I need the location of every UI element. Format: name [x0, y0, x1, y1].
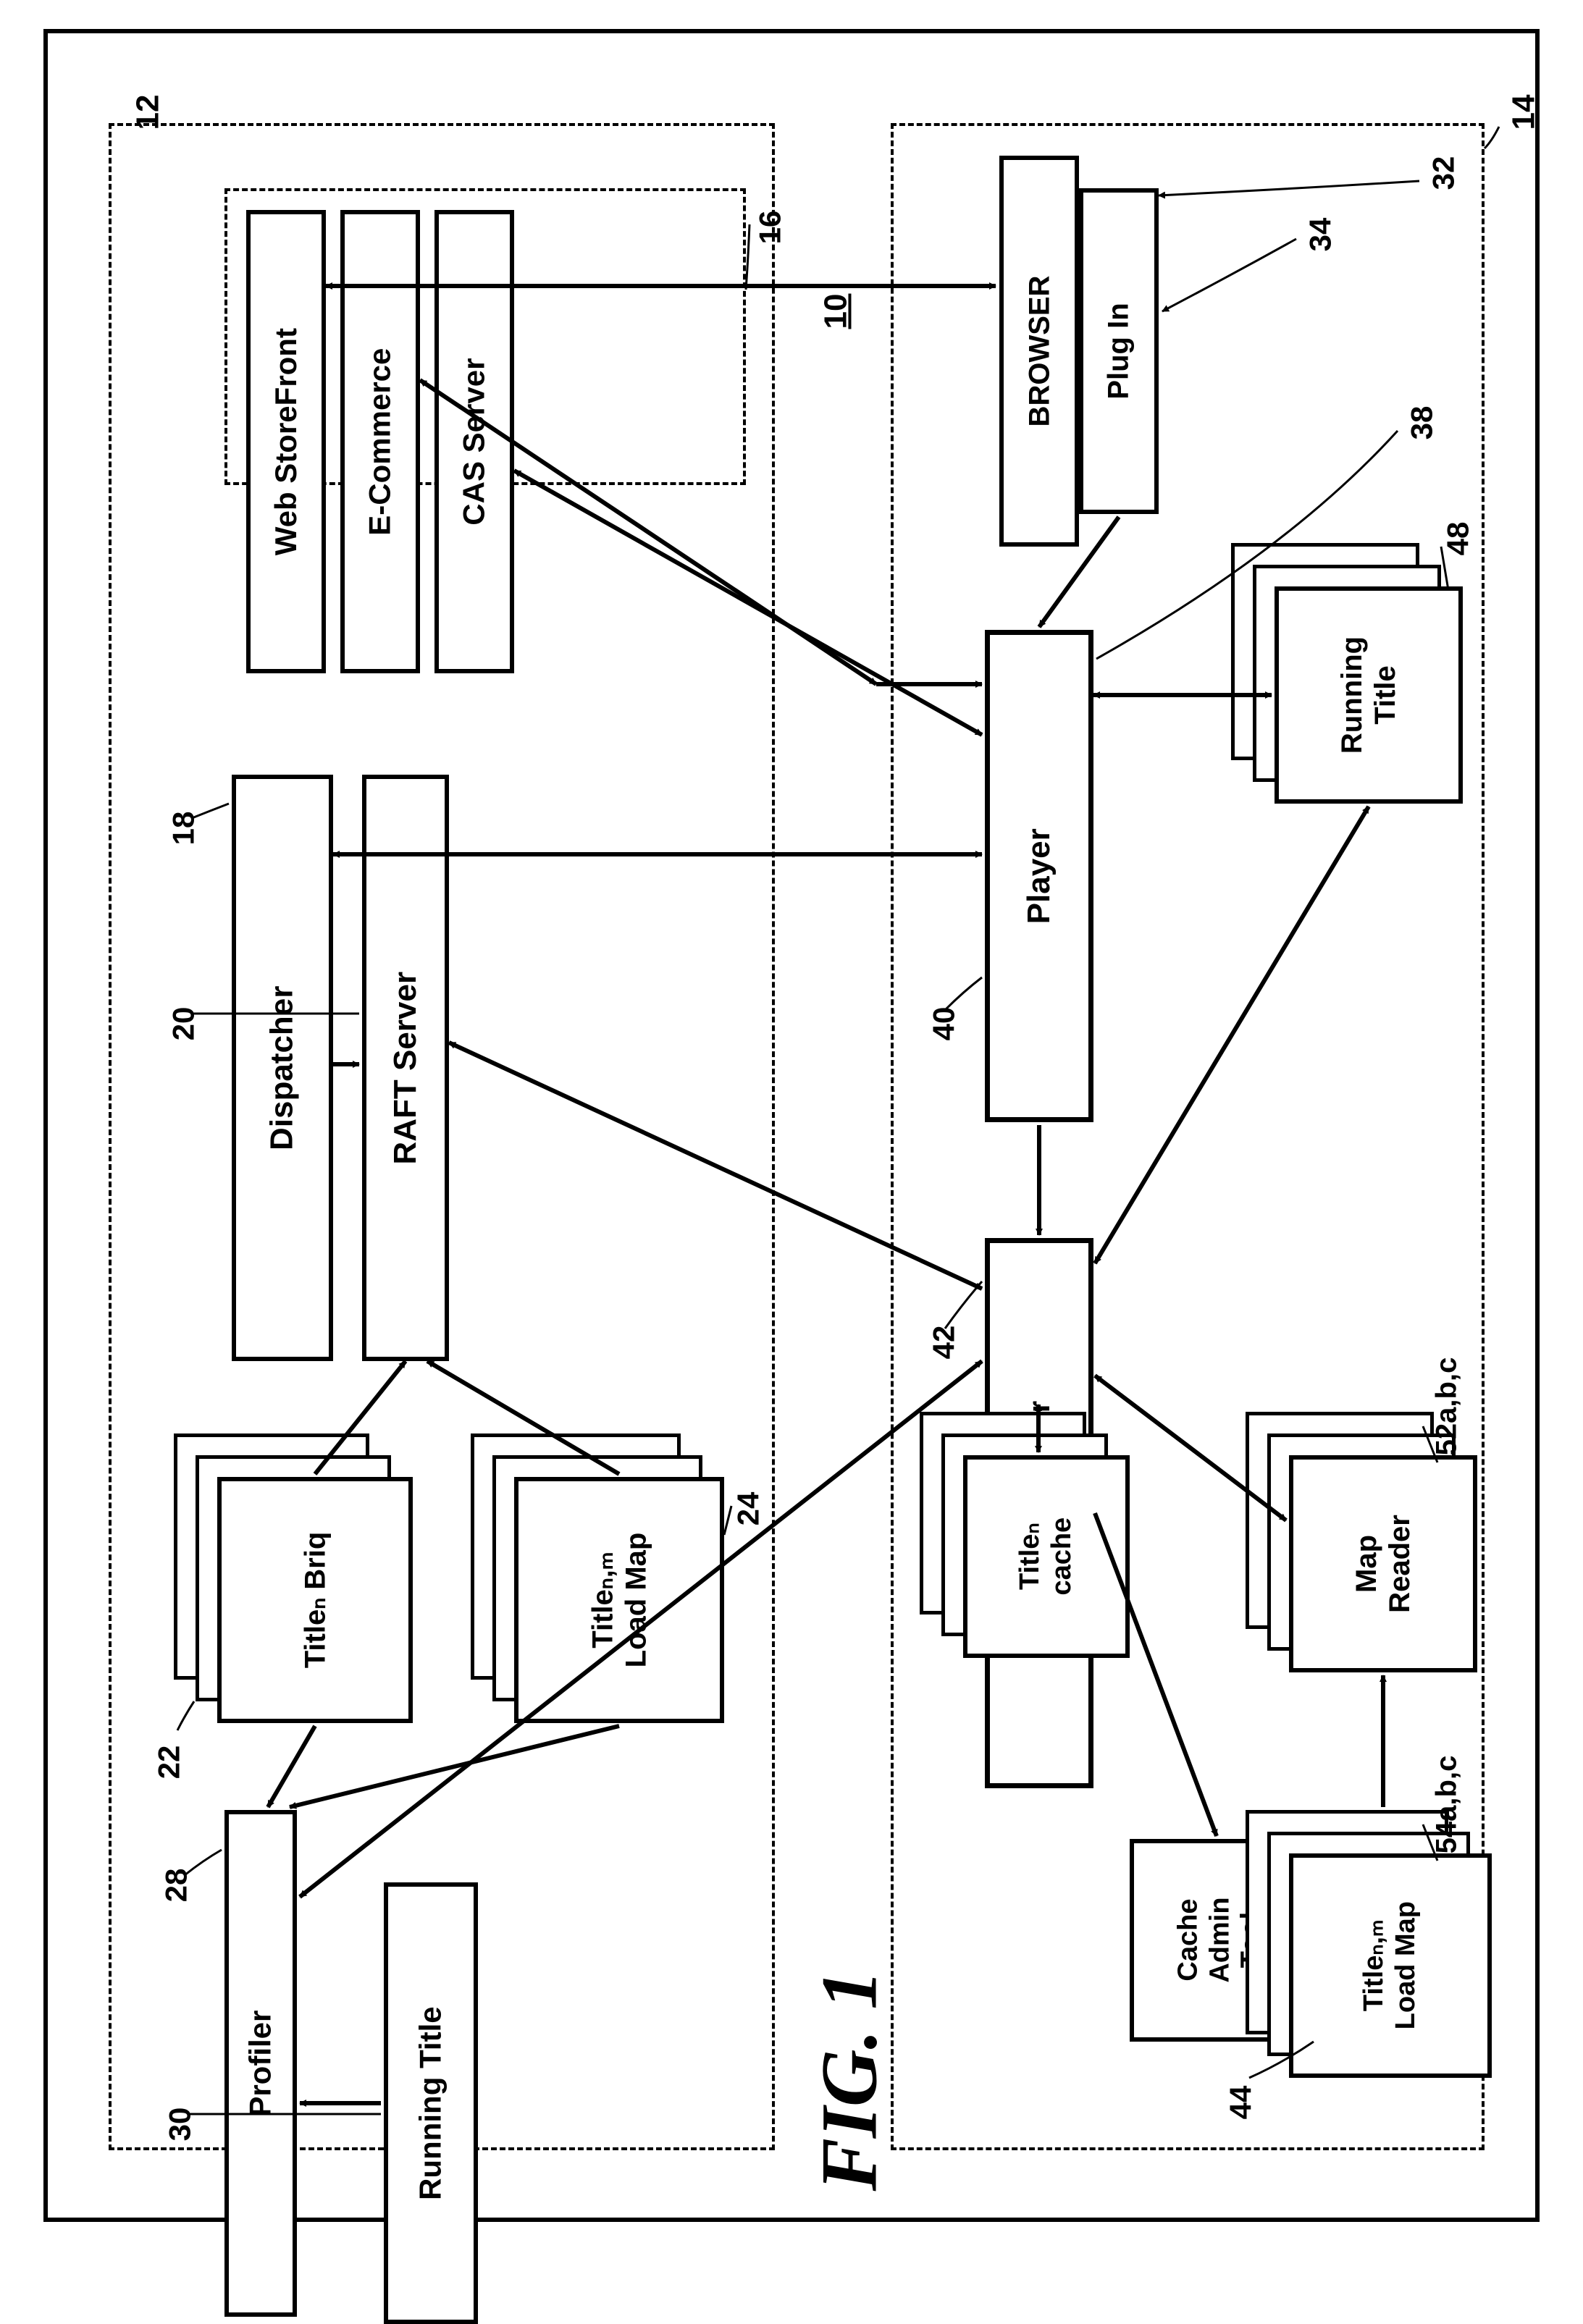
- profiler-box: Profiler: [224, 1810, 297, 2317]
- player-label: Player: [1021, 828, 1058, 924]
- web-storefront-box: Web StoreFront: [246, 210, 326, 673]
- figure-label: FIG. 1: [803, 1970, 895, 2192]
- ref-38: 38: [1404, 406, 1439, 440]
- ref-32: 32: [1426, 156, 1461, 190]
- ref-18: 18: [166, 812, 201, 846]
- title-cache-label: Titleₙ cache: [1015, 1517, 1078, 1596]
- running-title-server-label: Running Title: [413, 2006, 448, 2200]
- outer-frame-left: [43, 29, 58, 2222]
- raft-server-box: RAFT Server: [362, 775, 449, 1361]
- dispatcher-label: Dispatcher: [264, 985, 301, 1150]
- ref-14: 14: [1506, 95, 1542, 130]
- browser-box: BROWSER: [999, 156, 1079, 547]
- ecommerce-label: E-Commerce: [363, 348, 398, 535]
- web-storefront-label: Web StoreFront: [269, 328, 303, 555]
- ecommerce-box: E-Commerce: [340, 210, 420, 673]
- plugin-label: Plug In: [1102, 303, 1135, 399]
- running-title-client-box: Running Title: [1275, 586, 1463, 804]
- plugin-box: Plug In: [1079, 188, 1159, 514]
- ref-20: 20: [166, 1007, 201, 1041]
- ref-40: 40: [926, 1007, 961, 1041]
- ref-22: 22: [151, 1746, 186, 1780]
- profiler-label: Profiler: [243, 2010, 278, 2116]
- ref-12: 12: [130, 95, 166, 130]
- outer-frame-1: [43, 29, 1540, 43]
- ref-34: 34: [1303, 218, 1338, 252]
- browser-label: BROWSER: [1023, 276, 1056, 427]
- ref-54: 54a,b,c: [1430, 1756, 1463, 1854]
- cas-server-label: CAS Server: [457, 358, 492, 525]
- running-title-server-box: Running Title: [384, 1882, 478, 2324]
- player-box: Player: [985, 630, 1093, 1122]
- ref-16: 16: [752, 211, 787, 245]
- ref-28: 28: [159, 1869, 193, 1903]
- dispatcher-box: Dispatcher: [232, 775, 333, 1361]
- ref-52: 52a,b,c: [1430, 1357, 1463, 1456]
- client-loadmap-label: Titleₙ,ₘ Load Map: [1359, 1901, 1422, 2029]
- title-cache-box: Titleₙ cache: [963, 1455, 1130, 1658]
- ref-44: 44: [1223, 2086, 1258, 2120]
- ref-10: 10: [818, 294, 854, 329]
- running-title-client-label: Running Title: [1335, 636, 1402, 754]
- outer-frame-right: [1525, 29, 1540, 2222]
- client-loadmap-box: Titleₙ,ₘ Load Map: [1289, 1853, 1492, 2078]
- map-reader-label: Map Reader: [1350, 1515, 1416, 1613]
- server-loadmap-box: Titleₙ,ₘ Load Map: [514, 1477, 724, 1723]
- cas-server-box: CAS Server: [434, 210, 514, 673]
- ref-48: 48: [1440, 522, 1475, 556]
- server-loadmap-label: Titleₙ,ₘ Load Map: [586, 1533, 652, 1668]
- map-reader-box: Map Reader: [1289, 1455, 1477, 1672]
- title-briq-box: Titleₙ Briq: [217, 1477, 413, 1723]
- ref-24: 24: [731, 1492, 765, 1526]
- ref-42: 42: [926, 1326, 961, 1360]
- raft-server-label: RAFT Server: [387, 972, 424, 1165]
- title-briq-label: Titleₙ Briq: [298, 1532, 332, 1669]
- ref-30: 30: [162, 2108, 197, 2142]
